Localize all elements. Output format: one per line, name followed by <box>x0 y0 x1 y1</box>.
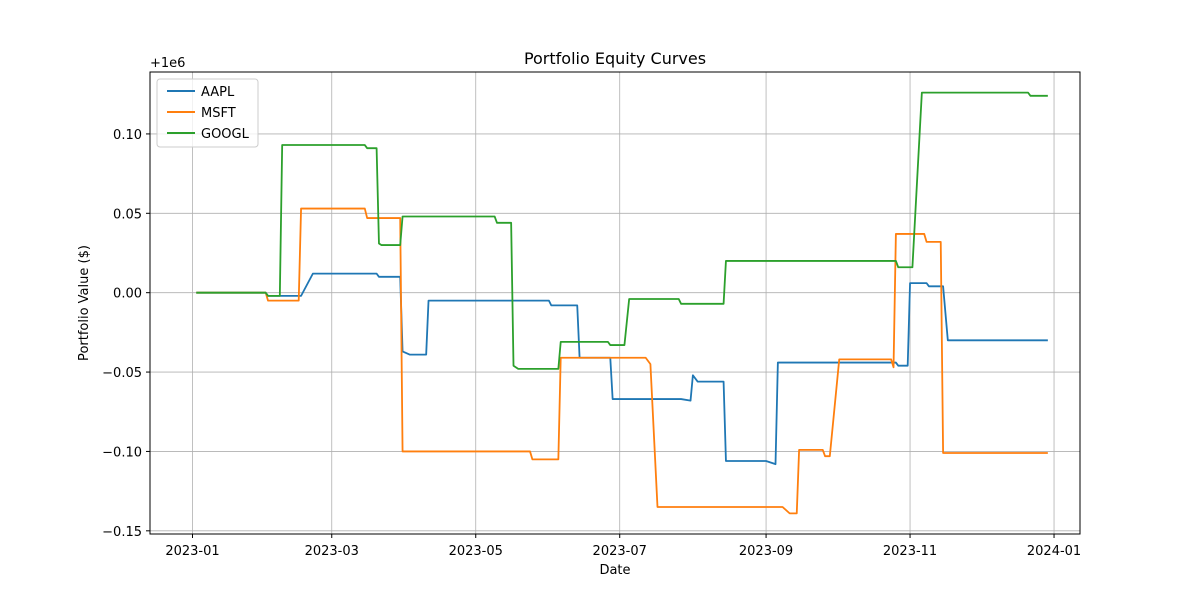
legend-box <box>156 78 259 148</box>
legend-label-msft: MSFT <box>201 106 236 121</box>
legend: AAPL MSFT GOOGL <box>156 78 259 148</box>
y-tick-label: 0.10 <box>113 128 142 143</box>
x-tick-label: 2024-01 <box>1027 544 1081 559</box>
series-line-googl <box>196 91 1048 370</box>
y-tick-label: −0.05 <box>102 366 142 381</box>
legend-label-aapl: AAPL <box>201 85 235 100</box>
x-tick-label: 2023-03 <box>305 544 359 559</box>
legend-label-googl: GOOGL <box>201 127 250 142</box>
series-line-aapl <box>196 272 1048 466</box>
series-line-msft <box>196 207 1048 515</box>
y-axis-label: Portfolio Value ($) <box>77 245 92 361</box>
y-offset-label: +1e6 <box>150 56 185 71</box>
y-tick-label: −0.15 <box>102 525 142 540</box>
x-tick-label: 2023-11 <box>883 544 937 559</box>
x-axis-label: Date <box>599 563 630 578</box>
series-lines <box>196 91 1048 515</box>
x-tick-label: 2023-09 <box>739 544 793 559</box>
chart-title: Portfolio Equity Curves <box>524 49 706 68</box>
x-tick-label: 2023-07 <box>593 544 647 559</box>
x-tick-label: 2023-05 <box>449 544 503 559</box>
y-tick-label: 0.05 <box>113 207 142 222</box>
x-tick-label: 2023-01 <box>165 544 219 559</box>
y-tick-label: 0.00 <box>113 287 142 302</box>
y-axis: 0.10 0.05 0.00 −0.05 −0.10 −0.15 <box>102 128 150 540</box>
y-tick-label: −0.10 <box>102 445 142 460</box>
x-axis: 2023-01 2023-03 2023-05 2023-07 2023-09 2023-… <box>165 534 1081 559</box>
plot-area-frame <box>149 71 1081 535</box>
grid <box>150 72 1080 534</box>
